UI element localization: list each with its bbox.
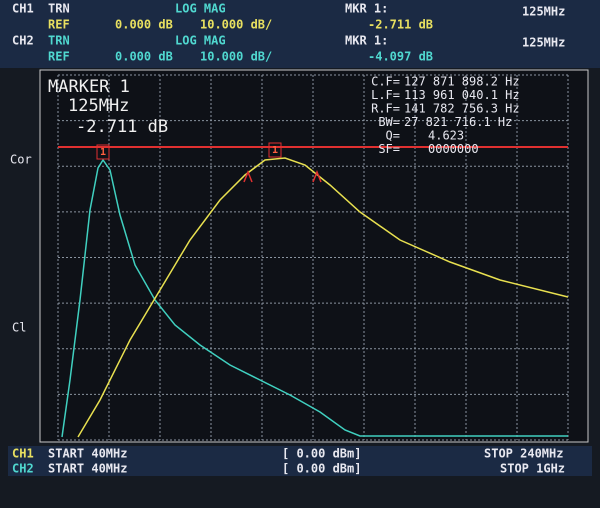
marker-box [96, 144, 110, 160]
marker: MKR 1: [345, 34, 388, 48]
mode: TRN [48, 34, 70, 48]
power: [ 0.00 dBm] [282, 447, 361, 461]
readout-value: 141 782 756.3 Hz [404, 102, 520, 116]
bandwidth-markers [243, 169, 322, 183]
plot-frame [39, 69, 589, 443]
readout-label: C.F= [371, 75, 400, 89]
format: LOG MAG [175, 2, 226, 16]
footer-panel [8, 446, 592, 476]
scale: 10.000 dB/ [200, 18, 272, 32]
ch1-trace [77, 157, 569, 438]
readout-label: Q= [386, 129, 400, 143]
readout-label: SF= [378, 142, 400, 156]
channel: CH1 [12, 2, 34, 16]
power: [ 0.00 dBm] [282, 462, 361, 476]
marker-value: -2.711 dB [76, 117, 168, 137]
readout-value: 0000000 [428, 142, 479, 156]
channel: CH1 [12, 447, 34, 461]
marker-value: -4.097 dB [368, 50, 433, 64]
start: START 40MHz [48, 462, 127, 476]
format: LOG MAG [175, 34, 226, 48]
marker-box [268, 142, 282, 158]
marker-freq: 125MHz [68, 96, 129, 116]
side-label: Cl [12, 321, 26, 335]
readout: C.F= 127 871 898.2 Hz L.F= 113 961 040.1 Hz… [371, 75, 520, 157]
readout-value: 27 821 716.1 Hz [404, 115, 512, 129]
ref: REF [48, 18, 70, 32]
channel: CH2 [12, 34, 34, 48]
marker-title: MARKER 1 [48, 77, 130, 97]
marker-freq: 125MHz [522, 5, 565, 19]
marker-value: -2.711 dB [368, 18, 433, 32]
marker-label: 1 [100, 147, 106, 158]
readout-value: 4.623 [428, 129, 464, 143]
marker: MKR 1: [345, 2, 388, 16]
marker-label: 1 [272, 145, 278, 156]
marker-freq: 125MHz [522, 36, 565, 50]
readout-label: L.F= [371, 88, 400, 102]
start: START 40MHz [48, 447, 127, 461]
ref-value: 0.000 dB [115, 50, 173, 64]
ref-value: 0.000 dB [115, 18, 173, 32]
scale: 10.000 dB/ [200, 50, 272, 64]
channel: CH2 [12, 462, 34, 476]
readout-label: BW= [378, 115, 400, 129]
ref: REF [48, 50, 70, 64]
stop: STOP 1GHz [500, 462, 565, 476]
mode: TRN [48, 2, 70, 16]
grid [57, 74, 569, 441]
readout-value: 127 871 898.2 Hz [404, 75, 520, 89]
stop: STOP 240MHz [484, 447, 563, 461]
ch2-trace [61, 158, 568, 438]
header-panel [0, 0, 600, 68]
readout-value: 113 961 040.1 Hz [404, 88, 520, 102]
side-label: Cor [10, 153, 32, 167]
readout-label: R.F= [371, 102, 400, 116]
